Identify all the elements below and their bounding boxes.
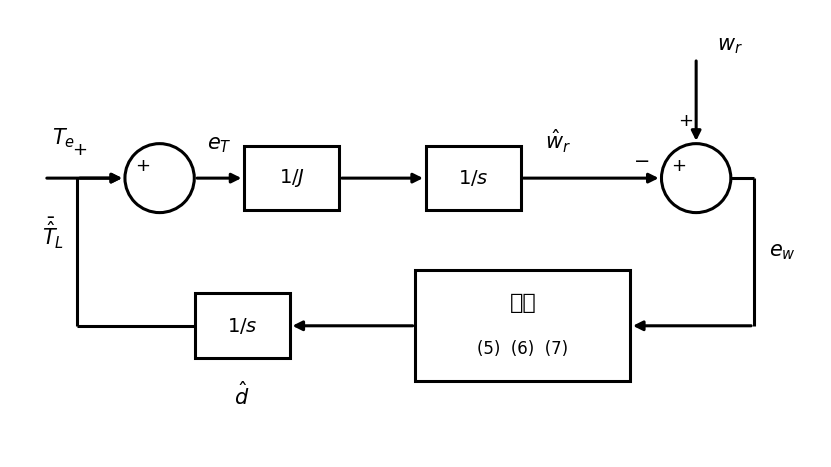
Text: $1/s$: $1/s$ <box>458 168 489 188</box>
Text: $\hat{w}_r$: $\hat{w}_r$ <box>545 128 571 155</box>
Text: $\hat{d}$: $\hat{d}$ <box>234 381 250 409</box>
Text: $T_e$: $T_e$ <box>52 127 76 150</box>
Text: (5)  (6)  (7): (5) (6) (7) <box>477 340 568 358</box>
Text: 公式: 公式 <box>509 293 536 313</box>
Bar <box>194 293 290 358</box>
Text: $-$: $-$ <box>632 150 649 169</box>
Text: $w_r$: $w_r$ <box>717 36 743 56</box>
Bar <box>425 146 521 211</box>
Text: $e_T$: $e_T$ <box>207 135 232 155</box>
Bar <box>244 146 339 211</box>
Text: $1/s$: $1/s$ <box>227 316 258 336</box>
Bar <box>416 270 630 381</box>
Text: $+$: $+$ <box>135 157 150 175</box>
Text: $e_w$: $e_w$ <box>769 242 795 262</box>
Text: $+$: $+$ <box>678 112 693 130</box>
Text: $+$: $+$ <box>671 157 686 175</box>
Text: $\bar{\hat{T}}_L$: $\bar{\hat{T}}_L$ <box>42 216 65 251</box>
Text: $1/J$: $1/J$ <box>278 167 305 189</box>
Text: $+$: $+$ <box>72 142 87 159</box>
